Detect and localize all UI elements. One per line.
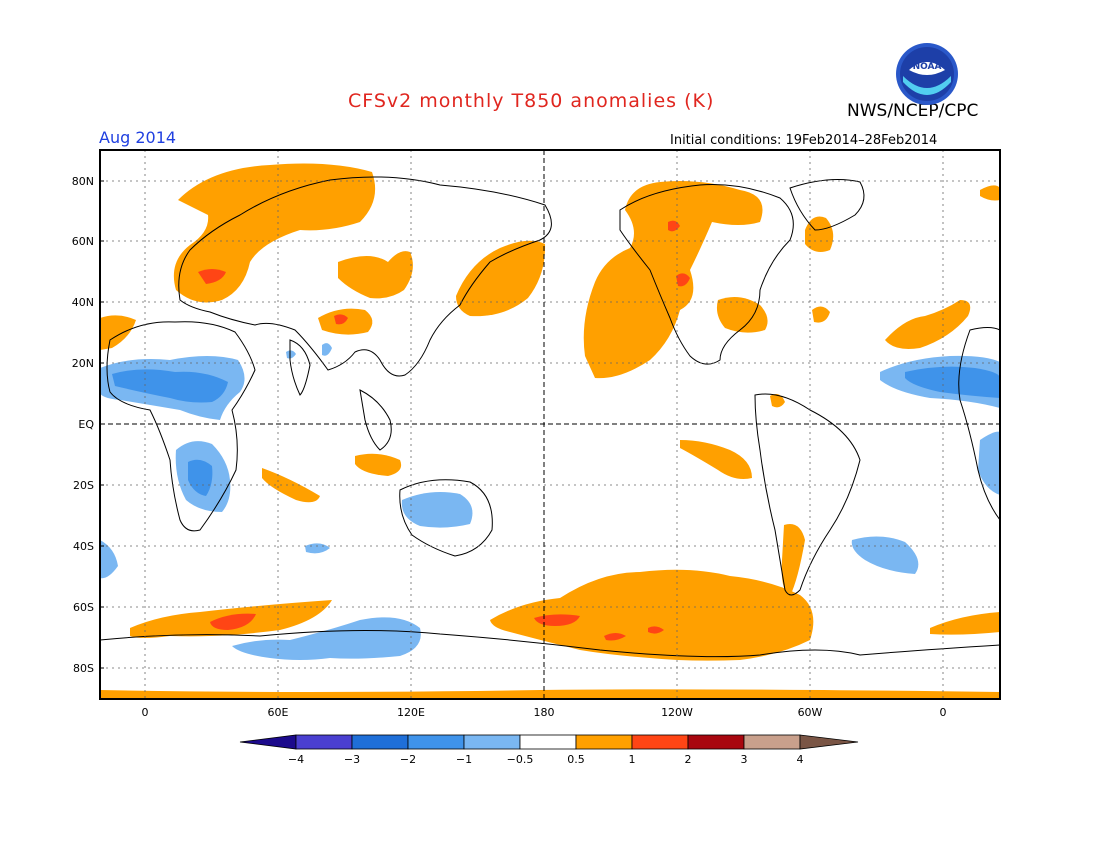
lat-tick: 20S: [73, 479, 94, 492]
cold-sahel: [112, 369, 228, 403]
graticule: [100, 150, 1000, 699]
cool-south-indian: [305, 543, 330, 554]
warm-anomaly-regions: [100, 163, 1000, 699]
warm-east-asia-pacific: [456, 240, 546, 317]
lon-tick: 60E: [268, 706, 289, 719]
colorbar-label: −3: [344, 753, 360, 766]
coast-greenland: [789, 179, 865, 231]
agency-label: NWS/NCEP/CPC: [847, 101, 979, 121]
lat-tick: 40N: [72, 296, 94, 309]
warm-southern-ocean-2: [490, 569, 814, 661]
lon-axis: 0 60E 120E 180 120W 60W 0: [142, 706, 947, 719]
lon-tick: 120E: [397, 706, 425, 719]
anomaly-field: [100, 163, 1000, 699]
lon-tick: 180: [534, 706, 555, 719]
colorbar-swatch: [799, 734, 859, 750]
lat-tick: 80N: [72, 175, 94, 188]
warm-south-pole-band: [100, 689, 1000, 699]
equator-dateline: [100, 150, 1000, 699]
lat-tick: 80S: [73, 662, 94, 675]
coast-africa-east-edge: [958, 327, 1000, 521]
coast-north-america: [619, 184, 794, 365]
lat-tick: 60S: [73, 601, 94, 614]
cool-small: [286, 343, 332, 359]
coastlines: [100, 176, 1000, 658]
colorbar-swatch: [407, 734, 465, 750]
warm-central-asia: [338, 251, 413, 299]
warm-east-pacific: [680, 440, 752, 479]
colorbar-label: −0.5: [507, 753, 534, 766]
colorbar-swatch: [687, 734, 745, 750]
warm-antarctic-coast: [930, 612, 1000, 635]
colorbar-label: 0.5: [567, 753, 585, 766]
colorbar-swatch: [631, 734, 689, 750]
colorbar-swatch: [743, 734, 801, 750]
warm-maritime: [355, 453, 402, 476]
logo-text: NOAA: [913, 62, 942, 72]
colorbar-label: 2: [685, 753, 692, 766]
colorbar-swatch: [463, 734, 521, 750]
lat-tick-marks: [100, 180, 104, 669]
cool-south-atlantic: [100, 540, 118, 579]
hot-tibet: [334, 314, 348, 325]
warm-atlantic: [812, 306, 830, 323]
hot-europe: [198, 269, 226, 284]
warm-north-atlantic: [885, 300, 971, 349]
lon-tick: 0: [940, 706, 947, 719]
coast-india: [289, 339, 311, 396]
valid-month: Aug 2014: [99, 128, 177, 147]
cool-south-atlantic-2: [851, 536, 919, 574]
map-title: CFSv2 monthly T850 anomalies (K): [348, 90, 715, 112]
hot-southern-ocean-4: [648, 626, 664, 634]
colorbar-label: −1: [456, 753, 472, 766]
lat-tick: 60N: [72, 235, 94, 248]
cold-southern-africa: [188, 459, 213, 496]
cold-east-atlantic: [905, 366, 1000, 398]
noaa-logo: NOAA: [896, 43, 958, 105]
hot-southern-ocean-1: [210, 613, 256, 630]
coast-africa: [106, 321, 256, 532]
warm-eurasia: [173, 163, 376, 303]
warm-greenland: [805, 216, 834, 252]
colorbar-swatch: [239, 734, 297, 750]
warm-north-america-plume: [583, 181, 763, 379]
colorbar-swatch: [575, 734, 633, 750]
lon-tick: 120W: [661, 706, 693, 719]
hot-southern-ocean-2: [534, 614, 580, 626]
coast-south-america: [754, 393, 861, 596]
warm-arctic-edge: [980, 185, 1000, 201]
lon-tick: 0: [142, 706, 149, 719]
colorbar-label: −4: [288, 753, 304, 766]
colorbar: [239, 734, 859, 750]
colorbar-labels: −4 −3 −2 −1 −0.5 0.5 1 2 3 4: [288, 753, 804, 766]
colorbar-label: 1: [629, 753, 636, 766]
cool-australia: [401, 492, 473, 528]
hot-us-west: [676, 273, 690, 287]
colorbar-label: 3: [741, 753, 748, 766]
lat-tick: 20N: [72, 357, 94, 370]
lat-tick: 40S: [73, 540, 94, 553]
lat-tick: EQ: [78, 418, 94, 431]
coast-antarctica: [100, 629, 1000, 658]
warm-west-africa: [100, 315, 136, 350]
colorbar-swatch: [519, 734, 577, 750]
cool-africa-east: [978, 431, 1000, 495]
colorbar-label: −2: [400, 753, 416, 766]
warm-east-us: [716, 296, 768, 333]
hot-anomaly-regions: [198, 220, 690, 641]
lon-tick: 60W: [798, 706, 823, 719]
cold-anomaly-regions: [112, 366, 1000, 496]
hot-southern-ocean-3: [604, 633, 626, 641]
cool-antarctic: [232, 617, 421, 660]
coast-se-asia: [359, 389, 392, 451]
coast-eurasia: [178, 176, 552, 377]
colorbar-label: 4: [797, 753, 804, 766]
initial-conditions: Initial conditions: 19Feb2014–28Feb2014: [670, 133, 938, 148]
colorbar-swatch: [351, 734, 409, 750]
lat-axis: 80N 60N 40N 20N EQ 20S 40S 60S 80S: [72, 175, 95, 675]
warm-indian-ocean: [262, 468, 320, 503]
warm-south-america: [770, 394, 805, 596]
colorbar-swatch: [295, 734, 353, 750]
